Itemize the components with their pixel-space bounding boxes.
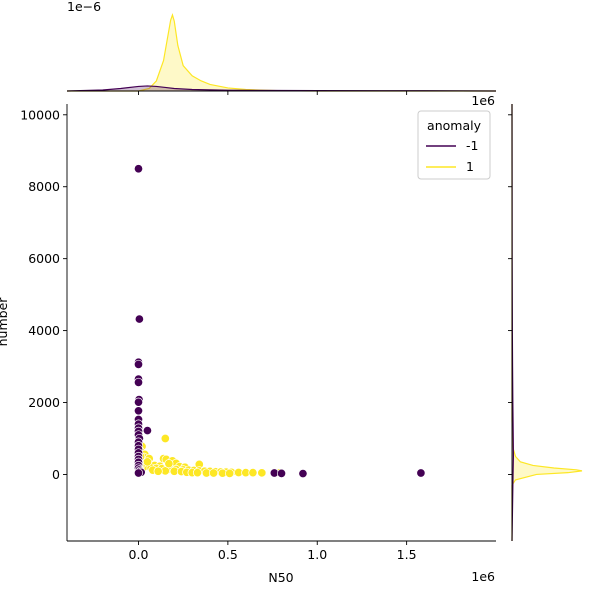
scatter-point xyxy=(133,468,144,478)
scatter-point xyxy=(133,359,144,369)
x-tick-label: 0.0 xyxy=(129,547,149,562)
legend-label-one: 1 xyxy=(466,159,474,174)
right-marginal-density-layer xyxy=(511,103,583,542)
scatter-points-layer xyxy=(133,164,426,479)
y-axis-label: number xyxy=(0,297,10,347)
scatter-point xyxy=(133,164,144,174)
y-tick-label: 8000 xyxy=(28,179,60,194)
scatter-point xyxy=(416,468,426,478)
top-marginal-axis: 1e−6 xyxy=(66,0,497,95)
x-tick-label: 0.5 xyxy=(218,547,238,562)
top-marginal-ticks xyxy=(138,91,408,95)
scatter-point xyxy=(142,426,152,436)
scatter-point xyxy=(209,468,219,478)
scatter-point xyxy=(276,468,287,478)
y-tick-label: 4000 xyxy=(28,323,60,338)
legend: anomaly -1 1 xyxy=(417,110,491,180)
top-marginal-density-layer xyxy=(66,13,497,92)
scatter-point xyxy=(133,377,144,387)
legend-frame xyxy=(417,110,491,180)
y-tick-label: 0 xyxy=(52,467,60,482)
right-marginal-area-fill xyxy=(512,104,582,541)
legend-label-minus-one: -1 xyxy=(466,138,478,153)
scatter-point xyxy=(134,314,144,324)
top-marginal-area-fill xyxy=(67,85,496,91)
scatter-point xyxy=(248,468,258,478)
legend-title: anomaly xyxy=(427,118,482,133)
x-tick-label: 1.0 xyxy=(307,547,327,562)
top-marginal-area-fill xyxy=(67,15,496,91)
scatter-point xyxy=(298,469,308,479)
x-tick-label: 1.5 xyxy=(397,547,417,562)
scatter-point xyxy=(133,406,144,416)
right-marginal-axis xyxy=(508,103,583,542)
x-axis-ticks: 0.0 0.5 1.0 1.5 xyxy=(129,541,417,562)
y-tick-label: 6000 xyxy=(28,251,60,266)
y-tick-label: 10000 xyxy=(20,107,60,122)
scatter-point xyxy=(160,433,170,444)
top-marginal-offset-text: 1e−6 xyxy=(67,0,101,14)
y-axis-ticks: 0 2000 4000 6000 8000 10000 xyxy=(20,107,67,482)
x-axis-offset-text: 1e6 xyxy=(471,569,495,584)
right-marginal-ticks xyxy=(508,114,512,475)
scatter-point xyxy=(133,397,144,407)
scatter-point xyxy=(164,459,174,469)
scatter-point xyxy=(225,468,235,478)
scatter-point xyxy=(153,466,163,476)
scatter-point xyxy=(142,457,152,467)
top-marginal-density-line xyxy=(67,13,496,92)
y-axis-offset-text: 1e6 xyxy=(471,93,495,108)
y-tick-label: 2000 xyxy=(28,395,60,410)
x-axis-label: N50 xyxy=(268,570,293,585)
scatter-point xyxy=(257,468,267,478)
scatter-point xyxy=(192,468,203,478)
